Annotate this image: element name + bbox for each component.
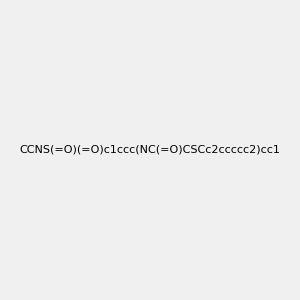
Text: CCNS(=O)(=O)c1ccc(NC(=O)CSCc2ccccc2)cc1: CCNS(=O)(=O)c1ccc(NC(=O)CSCc2ccccc2)cc1 (20, 145, 281, 155)
